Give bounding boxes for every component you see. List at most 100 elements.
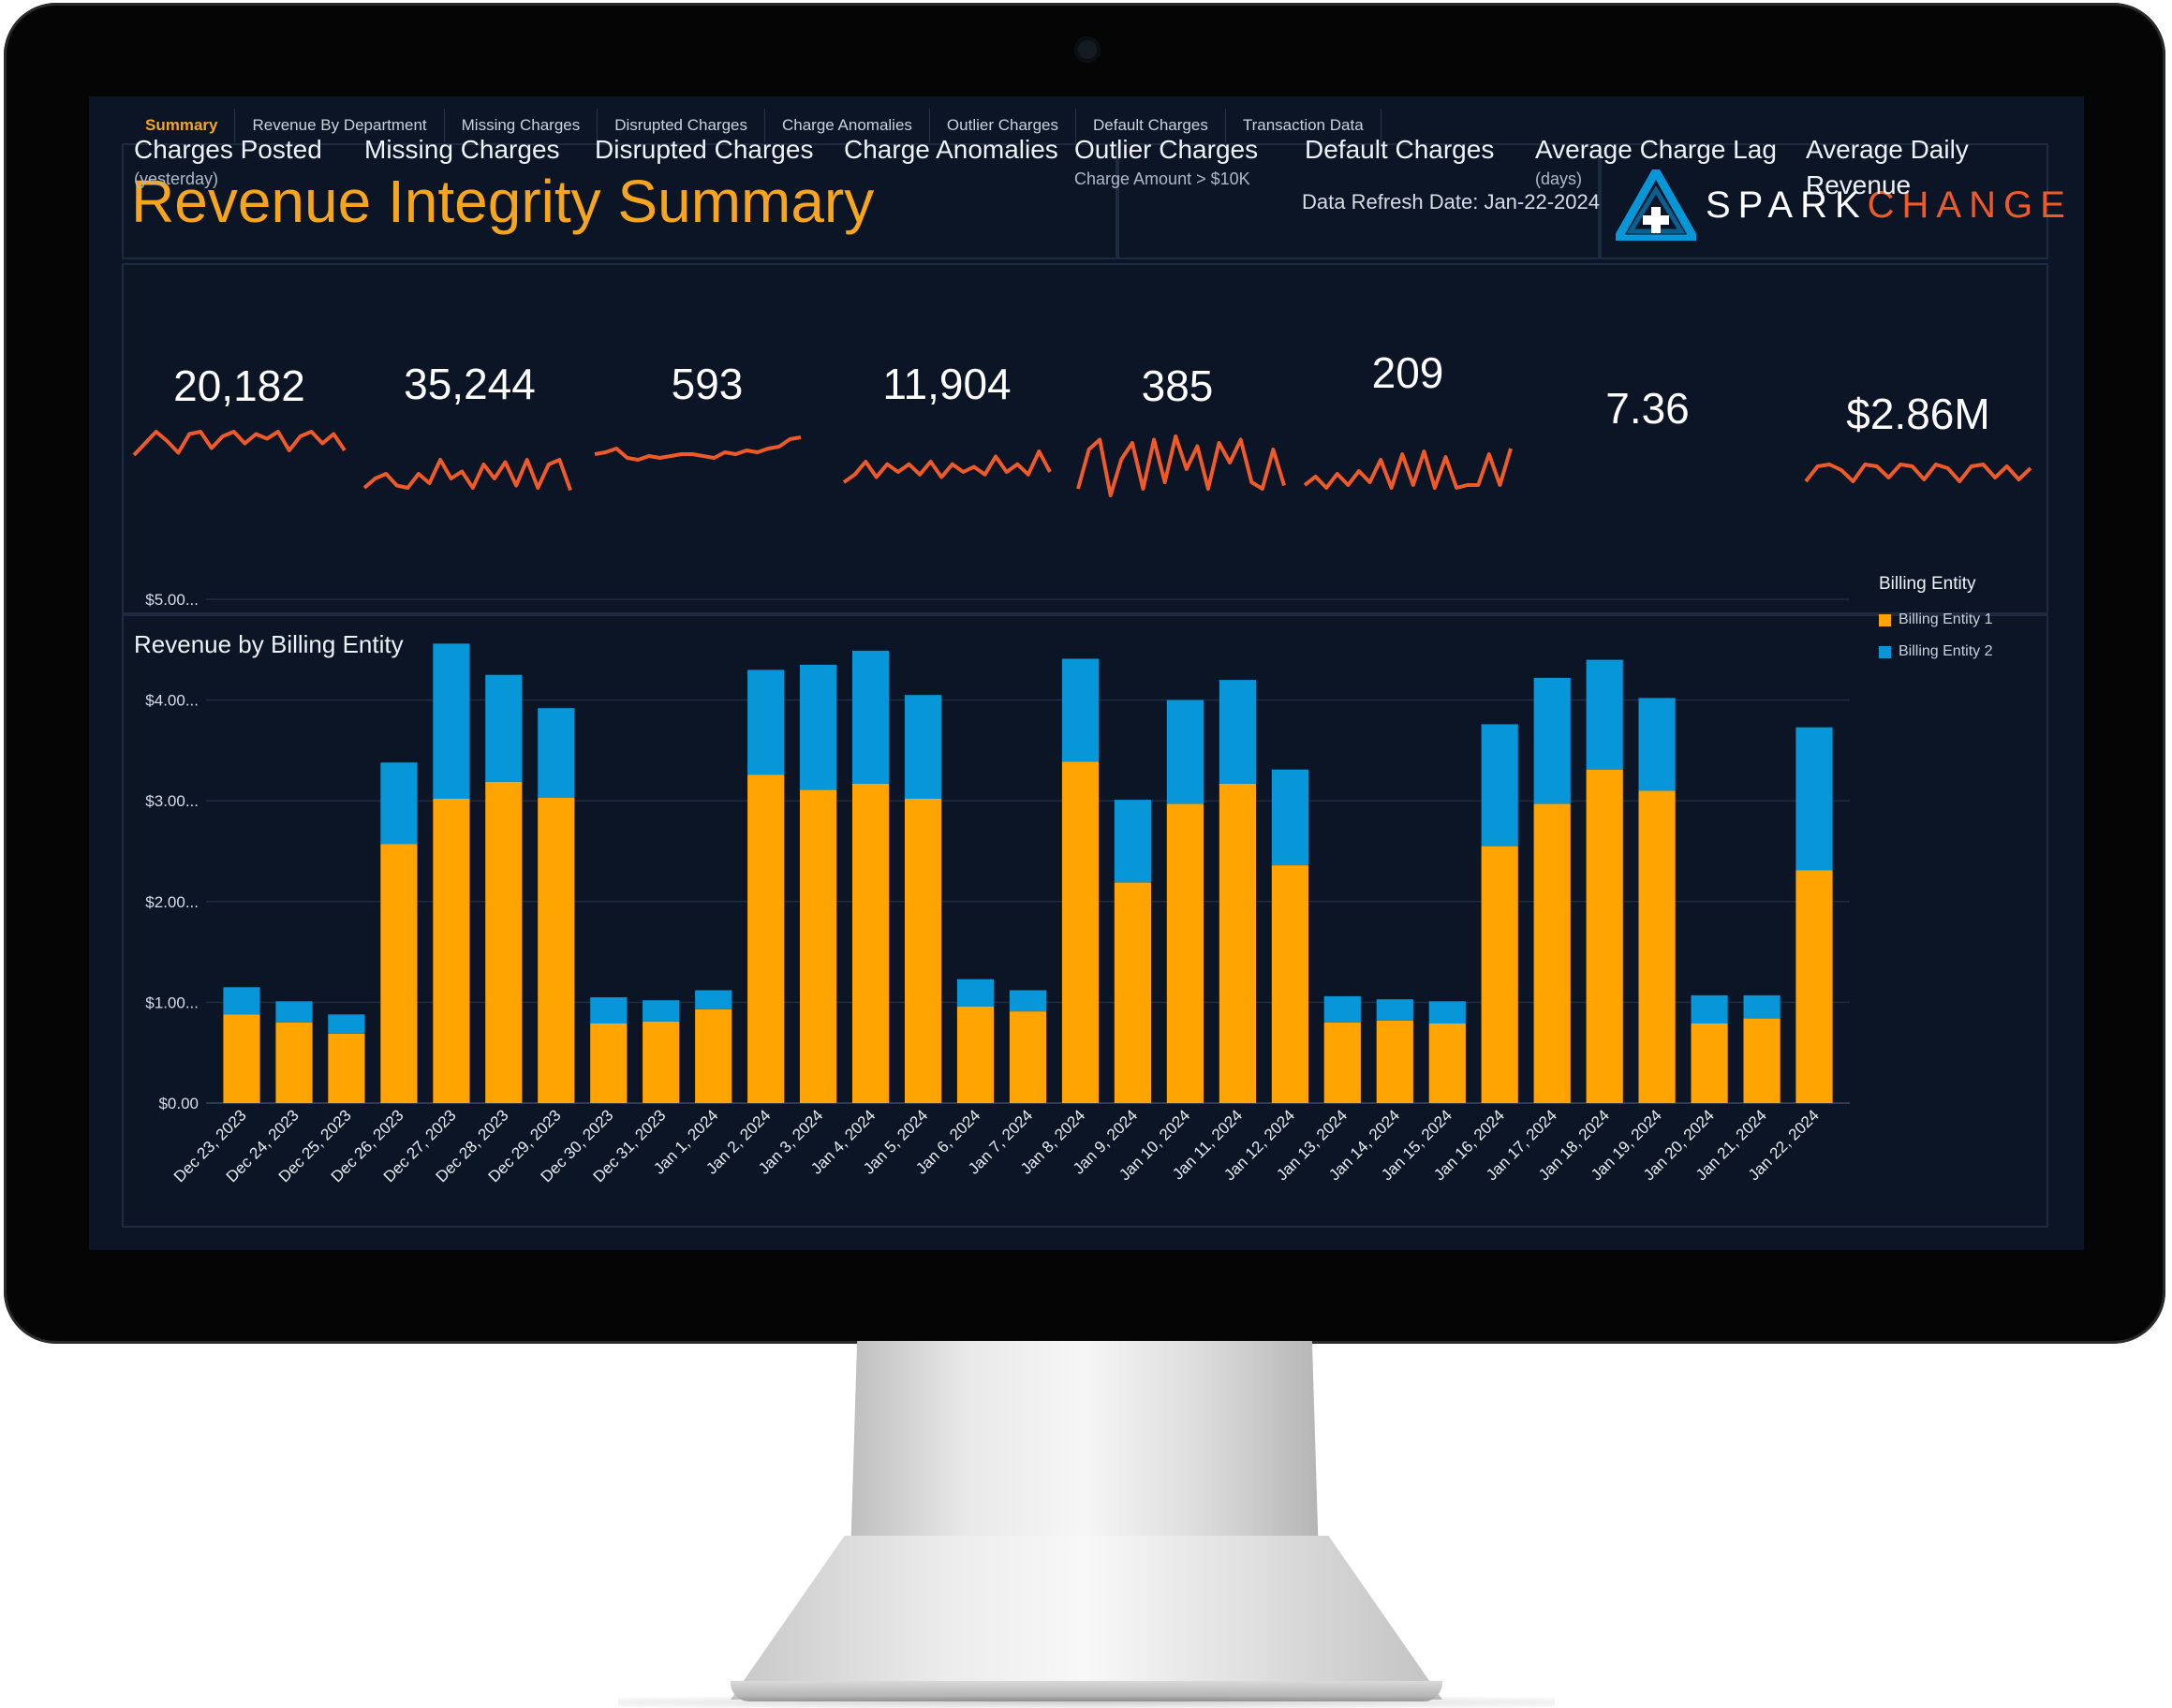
bar-segment-entity-2[interactable] bbox=[1428, 1001, 1466, 1023]
bar-segment-entity-2[interactable] bbox=[905, 695, 942, 799]
tab-summary[interactable]: Summary bbox=[128, 109, 236, 142]
bar-segment-entity-2[interactable] bbox=[328, 1014, 365, 1034]
bar-segment-entity-1[interactable] bbox=[1533, 803, 1571, 1103]
legend-item-entity-1[interactable]: Billing Entity 1 bbox=[1879, 610, 1993, 630]
sparkline-path bbox=[1303, 448, 1513, 490]
monitor-stand-foot bbox=[731, 1536, 1442, 1700]
bar-segment-entity-1[interactable] bbox=[1166, 803, 1204, 1103]
kpi-sublabel: Charge Amount > $10K bbox=[1074, 169, 1250, 188]
bar-segment-entity-2[interactable] bbox=[747, 670, 785, 775]
bar-segment-entity-1[interactable] bbox=[1271, 865, 1308, 1103]
kpi-value: 11,904 bbox=[882, 360, 1012, 408]
bar-segment-entity-2[interactable] bbox=[1533, 677, 1571, 804]
bar-segment-entity-1[interactable] bbox=[643, 1021, 680, 1103]
kpi-label: Average Charge Lag bbox=[1535, 135, 1777, 164]
tab-transaction-data[interactable]: Transaction Data bbox=[1226, 109, 1382, 142]
bar-segment-entity-1[interactable] bbox=[275, 1022, 313, 1103]
bar-segment-entity-1[interactable] bbox=[800, 789, 837, 1103]
legend-label: Billing Entity 1 bbox=[1899, 611, 1993, 627]
bar-segment-entity-1[interactable] bbox=[852, 783, 890, 1103]
kpi-sublabel: (yesterday) bbox=[134, 169, 219, 188]
kpi-value: $2.86M bbox=[1846, 390, 1990, 438]
kpi-sparkline bbox=[1804, 463, 2032, 483]
tab-charge-anomalies[interactable]: Charge Anomalies bbox=[765, 109, 930, 142]
bar-segment-entity-1[interactable] bbox=[1638, 790, 1676, 1103]
bar-segment-entity-1[interactable] bbox=[538, 798, 575, 1103]
kpi-value: 35,244 bbox=[404, 360, 536, 408]
bar-segment-entity-1[interactable] bbox=[1009, 1011, 1047, 1103]
sparkline-path bbox=[594, 435, 802, 462]
bar-segment-entity-1[interactable] bbox=[1481, 846, 1518, 1103]
bar-segment-entity-2[interactable] bbox=[223, 987, 260, 1015]
revenue-by-billing-entity-chart: $0.00 $1.00... $2.00... $3.00... $4.00... $5.… bbox=[145, 591, 1850, 1185]
bar-segment-entity-1[interactable] bbox=[1323, 1022, 1361, 1103]
bar-segment-entity-2[interactable] bbox=[1009, 990, 1047, 1012]
tab-missing-charges[interactable]: Missing Charges bbox=[445, 109, 598, 142]
dashboard-screen: Summary Revenue By Department Missing Ch… bbox=[89, 96, 2084, 1250]
bar-segment-entity-2[interactable] bbox=[852, 650, 890, 784]
bar-segment-entity-2[interactable] bbox=[1376, 999, 1413, 1021]
bar-segment-entity-1[interactable] bbox=[1795, 870, 1833, 1103]
bar-segment-entity-2[interactable] bbox=[485, 674, 523, 782]
bar-segment-entity-1[interactable] bbox=[956, 1006, 995, 1103]
bar-segment-entity-1[interactable] bbox=[1743, 1018, 1780, 1103]
bar-segment-entity-1[interactable] bbox=[223, 1014, 260, 1103]
bar-segment-entity-2[interactable] bbox=[1481, 724, 1518, 847]
bar-segment-entity-2[interactable] bbox=[275, 1001, 313, 1023]
bar-segment-entity-2[interactable] bbox=[1219, 680, 1256, 784]
bar-segment-entity-2[interactable] bbox=[643, 1000, 680, 1022]
tab-default-charges[interactable]: Default Charges bbox=[1076, 109, 1226, 142]
tab-revenue-by-department[interactable]: Revenue By Department bbox=[235, 109, 445, 142]
bar-segment-entity-1[interactable] bbox=[485, 781, 523, 1103]
bar-segment-entity-1[interactable] bbox=[905, 799, 942, 1103]
bar-segment-entity-2[interactable] bbox=[1061, 658, 1100, 762]
title-panel bbox=[122, 143, 1117, 259]
bar-segment-entity-2[interactable] bbox=[1114, 800, 1151, 883]
bar-segment-entity-2[interactable] bbox=[1743, 994, 1780, 1019]
logo-spark-text: SPARK bbox=[1706, 184, 1868, 226]
bar-segment-entity-2[interactable] bbox=[1586, 659, 1623, 770]
legend-label: Billing Entity 2 bbox=[1899, 643, 1993, 659]
kpi-label: Disrupted Charges bbox=[595, 135, 814, 164]
bar-segment-entity-2[interactable] bbox=[1323, 995, 1361, 1023]
bar-segment-entity-2[interactable] bbox=[695, 990, 732, 1009]
bar-segment-entity-2[interactable] bbox=[380, 762, 418, 845]
bar-segment-entity-1[interactable] bbox=[1061, 761, 1100, 1103]
bar-segment-entity-1[interactable] bbox=[433, 799, 470, 1103]
kpi-sparkline bbox=[1076, 434, 1286, 497]
bar-segment-entity-1[interactable] bbox=[1428, 1023, 1466, 1103]
bar-segment-entity-1[interactable] bbox=[747, 774, 785, 1103]
sparkchange-logo: SPARKCHANGE bbox=[1616, 169, 2073, 241]
bar-segment-entity-2[interactable] bbox=[1691, 994, 1728, 1023]
bar-segment-entity-2[interactable] bbox=[1638, 698, 1676, 791]
sparkline-path bbox=[1804, 463, 2032, 483]
bar-segment-entity-1[interactable] bbox=[1691, 1023, 1728, 1103]
bar-segment-entity-1[interactable] bbox=[1376, 1020, 1413, 1103]
bar-segment-entity-1[interactable] bbox=[1586, 769, 1623, 1103]
bar-segment-entity-1[interactable] bbox=[590, 1023, 628, 1103]
legend-item-entity-2[interactable]: Billing Entity 2 bbox=[1879, 641, 1993, 662]
bar-segment-entity-2[interactable] bbox=[956, 979, 995, 1007]
bar-segment-entity-2[interactable] bbox=[800, 664, 837, 790]
kpi-label: Outlier Charges bbox=[1074, 135, 1259, 164]
bar-segment-entity-2[interactable] bbox=[1166, 699, 1204, 804]
page-title: Revenue Integrity Summary bbox=[131, 168, 875, 235]
bar-segment-entity-2[interactable] bbox=[1795, 727, 1833, 871]
bar-segment-entity-1[interactable] bbox=[1114, 882, 1151, 1103]
kpi-value: 385 bbox=[1141, 361, 1214, 410]
bar-segment-entity-1[interactable] bbox=[380, 844, 418, 1104]
bar-segment-entity-1[interactable] bbox=[1219, 783, 1256, 1103]
bar-segment-entity-1[interactable] bbox=[328, 1033, 365, 1103]
kpi-label: Charge Anomalies bbox=[844, 135, 1058, 164]
bar-segment-entity-2[interactable] bbox=[433, 643, 470, 799]
tab-disrupted-charges[interactable]: Disrupted Charges bbox=[598, 109, 765, 142]
tab-outlier-charges[interactable]: Outlier Charges bbox=[930, 109, 1076, 142]
kpi-label: Charges Posted bbox=[134, 135, 322, 164]
bar-segment-entity-2[interactable] bbox=[538, 708, 575, 798]
bar-segment-entity-2[interactable] bbox=[1271, 769, 1308, 865]
kpi-sparkline bbox=[842, 449, 1052, 484]
kpi-value: 20,182 bbox=[173, 361, 305, 410]
bar-segment-entity-2[interactable] bbox=[590, 997, 628, 1023]
bar-segment-entity-1[interactable] bbox=[695, 1009, 732, 1103]
floor-shadow bbox=[618, 1697, 1555, 1708]
